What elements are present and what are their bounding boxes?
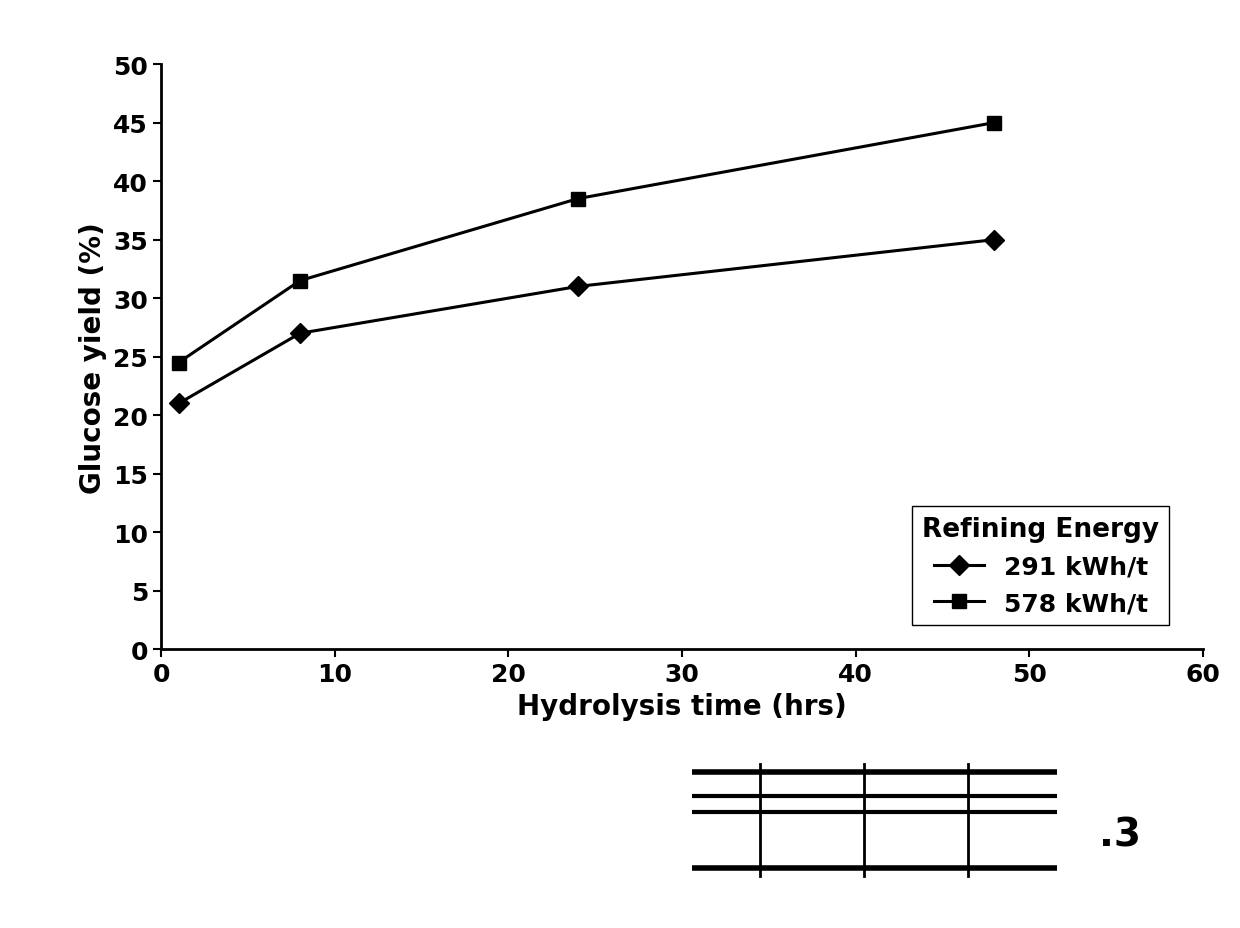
291 kWh/t: [570, 281, 585, 292]
291 kWh/t: [987, 235, 1002, 246]
Y-axis label: Glucose yield (%): Glucose yield (%): [79, 222, 108, 493]
Text: .3: .3: [1099, 816, 1141, 853]
Line: 578 kWh/t: 578 kWh/t: [171, 117, 1002, 370]
X-axis label: Hydrolysis time (hrs): Hydrolysis time (hrs): [517, 692, 847, 720]
291 kWh/t: [171, 398, 186, 409]
Legend: 291 kWh/t, 578 kWh/t: 291 kWh/t, 578 kWh/t: [913, 507, 1169, 625]
578 kWh/t: [171, 357, 186, 368]
578 kWh/t: [987, 118, 1002, 129]
578 kWh/t: [293, 276, 308, 287]
291 kWh/t: [293, 329, 308, 340]
578 kWh/t: [570, 194, 585, 205]
Line: 291 kWh/t: 291 kWh/t: [171, 234, 1002, 411]
